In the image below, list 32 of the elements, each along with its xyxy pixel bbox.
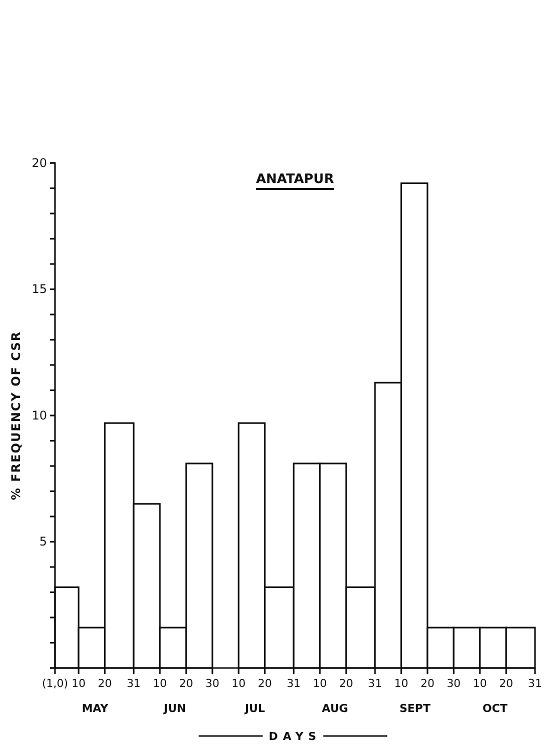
x-tick-label: 31 (286, 676, 301, 690)
x-axis-title: DAYS (268, 730, 322, 743)
x-tick-label: (1,0) (42, 676, 68, 690)
text: MAY (82, 702, 110, 715)
text: OCT (482, 702, 508, 715)
x-tick-label: 10 (72, 676, 86, 690)
x-tick-label: 30 (446, 676, 461, 690)
x-tick-label: 10 (394, 676, 408, 690)
x-tick-label: 20 (420, 676, 434, 690)
text: SEPT (399, 702, 431, 715)
x-tick-label: 10 (312, 676, 327, 690)
x-tick-label: 20 (179, 676, 194, 690)
x-tick-label: 31 (368, 676, 382, 690)
y-tick-label: 15 (32, 282, 47, 296)
x-tick-label: 20 (258, 676, 272, 690)
y-tick-label: 20 (32, 156, 47, 170)
x-tick-label: 31 (528, 676, 542, 690)
text: JUL (244, 702, 266, 715)
x-tick-label: 10 (232, 676, 246, 690)
x-tick-label: 20 (499, 676, 514, 690)
x-tick-label: 20 (98, 676, 112, 690)
x-tick-label: 30 (205, 676, 220, 690)
x-tick-label: 10 (472, 676, 487, 690)
text: ANATAPUR (256, 172, 334, 187)
x-tick-label: 10 (152, 676, 167, 690)
x-tick-label: 20 (339, 676, 354, 690)
y-tick-label: 5 (39, 534, 47, 549)
y-tick-label: 10 (32, 408, 47, 422)
text: JUN (162, 702, 186, 715)
y-axis-title: % FREQUENCY OF CSR (9, 330, 23, 500)
text: AUG (322, 702, 348, 715)
x-tick-label: 31 (126, 676, 141, 690)
